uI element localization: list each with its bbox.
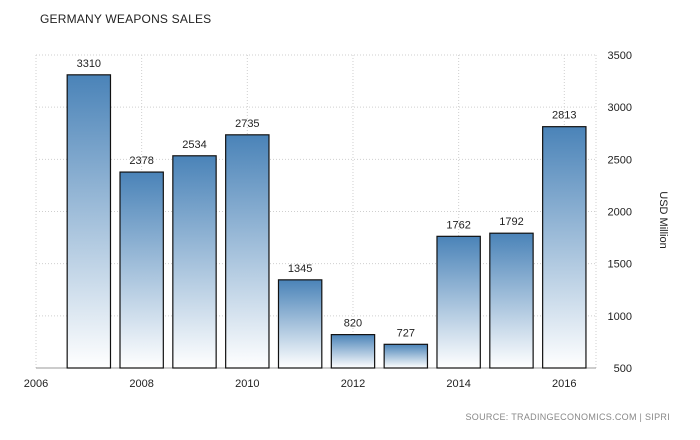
data-label-2014: 1762	[446, 219, 470, 231]
x-tick-label: 2006	[24, 378, 48, 390]
bar-2011	[277, 279, 323, 369]
y-tick-label: 2000	[608, 207, 632, 219]
x-tick-label: 2008	[129, 378, 153, 390]
y-axis-label: USD Million	[657, 191, 669, 248]
data-labels: 3310 2378 2534 2735 1345 820 727 1762 1792 2813	[77, 58, 577, 339]
bar-2012	[330, 334, 376, 369]
bar-2014	[436, 235, 481, 369]
source-note: SOURCE: TRADINGECONOMICS.COM | SIPRI	[465, 412, 670, 422]
bar-2007	[66, 74, 112, 369]
y-tick-label: 1500	[608, 259, 632, 271]
data-label-2013: 727	[397, 327, 415, 339]
x-tick-label: 2010	[235, 378, 259, 390]
bar-2009	[172, 155, 217, 369]
x-axis-ticks: 2006 2008 2010 2012 2014 2016	[24, 378, 577, 390]
data-label-2008: 2378	[129, 155, 153, 167]
data-label-2010: 2735	[235, 118, 259, 130]
data-label-2007: 3310	[77, 58, 101, 70]
y-tick-label: 500	[614, 363, 632, 375]
bar-2008	[119, 171, 164, 369]
bar-2016	[542, 126, 587, 369]
data-label-2009: 2534	[182, 139, 206, 151]
y-tick-label: 1000	[608, 311, 632, 323]
bars	[66, 74, 587, 369]
bar-2015	[489, 232, 534, 369]
x-tick-label: 2016	[552, 378, 576, 390]
data-label-2011: 1345	[288, 263, 312, 275]
bar-2010	[225, 134, 270, 369]
y-tick-label: 2500	[608, 154, 632, 166]
data-label-2015: 1792	[499, 216, 523, 228]
chart-title: GERMANY WEAPONS SALES	[40, 12, 212, 26]
data-label-2012: 820	[344, 318, 362, 330]
y-axis-ticks: 500 1000 1500 2000 2500 3000 3500	[608, 50, 632, 375]
y-tick-label: 3500	[608, 50, 632, 62]
data-label-2016: 2813	[552, 110, 576, 122]
x-tick-label: 2014	[446, 378, 470, 390]
bar-2013	[383, 343, 429, 369]
x-tick-label: 2012	[341, 378, 365, 390]
y-tick-label: 3000	[608, 102, 632, 114]
